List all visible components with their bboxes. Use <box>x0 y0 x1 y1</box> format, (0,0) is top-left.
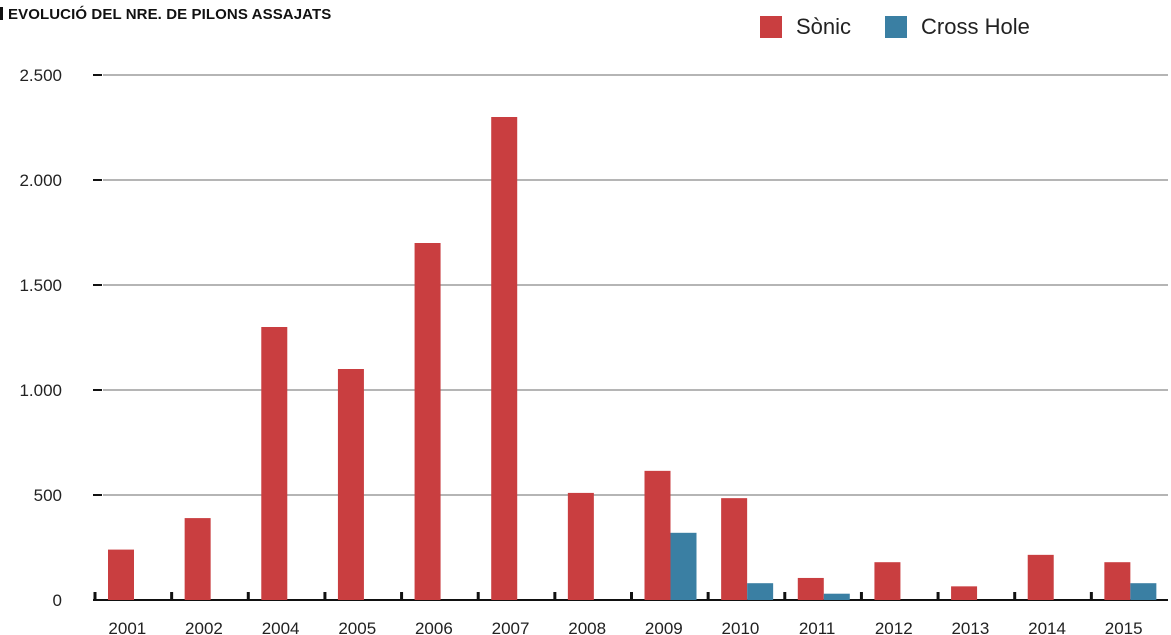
y-tick-label: 0 <box>53 591 62 610</box>
y-tick-label: 2.000 <box>19 171 62 190</box>
y-tick-label: 1.500 <box>19 276 62 295</box>
bar-sonic <box>108 549 134 600</box>
bar-sonic <box>337 369 364 600</box>
bar-sonic <box>721 498 748 600</box>
bar-sonic <box>491 117 518 600</box>
bar-sonic <box>951 586 978 600</box>
legend-item-sonic: Sònic <box>760 14 851 40</box>
legend: Sònic Cross Hole <box>760 14 1064 40</box>
x-tick-label: 2002 <box>185 619 223 635</box>
bar-cross-hole <box>670 532 697 600</box>
x-tick-label: 2011 <box>799 619 836 635</box>
y-tick-label: 1.000 <box>19 381 62 400</box>
bar-sonic <box>184 518 211 600</box>
x-tick-label: 2007 <box>492 619 530 635</box>
title-marker <box>0 7 3 20</box>
legend-label-sonic: Sònic <box>796 14 852 39</box>
y-tick-label: 2.500 <box>19 66 62 85</box>
x-tick-label: 2010 <box>722 619 760 635</box>
x-tick-label: 2004 <box>262 619 300 635</box>
x-tick-label: 2009 <box>645 619 683 635</box>
x-tick-label: 2012 <box>875 619 913 635</box>
x-tick-label: 2006 <box>415 619 453 635</box>
x-tick-label: 2005 <box>338 619 376 635</box>
x-tick-label: 2015 <box>1105 619 1143 635</box>
chart-title: EVOLUCIÓ DEL NRE. DE PILONS ASSAJATS <box>0 6 331 23</box>
bar-sonic <box>261 327 288 600</box>
bar-sonic <box>644 470 671 600</box>
bar-sonic <box>1027 554 1054 600</box>
bar-sonic <box>797 577 824 600</box>
x-tick-label: 2008 <box>568 619 606 635</box>
legend-swatch-cross-hole <box>885 16 908 38</box>
x-tick-label: 2013 <box>951 619 989 635</box>
bar-sonic <box>414 243 441 600</box>
legend-item-cross-hole: Cross Hole <box>885 14 1030 40</box>
x-tick-label: 2014 <box>1028 619 1066 635</box>
bar-cross-hole <box>1130 583 1157 600</box>
bar-cross-hole <box>747 583 774 600</box>
legend-swatch-sonic <box>760 16 782 38</box>
bar-sonic <box>1104 562 1131 600</box>
chart-title-text: EVOLUCIÓ DEL NRE. DE PILONS ASSAJATS <box>8 6 332 23</box>
y-tick-label: 500 <box>34 486 62 505</box>
legend-label-cross-hole: Cross Hole <box>921 14 1030 39</box>
x-tick-label: 2001 <box>108 619 146 635</box>
bar-sonic <box>874 562 901 600</box>
bar-sonic <box>567 492 594 600</box>
bar-cross-hole <box>823 593 850 600</box>
